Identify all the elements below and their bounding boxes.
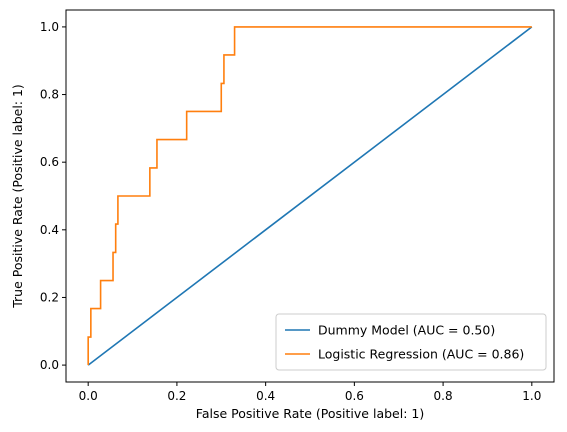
- x-tick-label: 0.8: [434, 389, 453, 403]
- x-tick-label: 0.6: [345, 389, 364, 403]
- series-layer: [87, 26, 533, 366]
- y-tick-label: 0.0: [40, 358, 59, 372]
- y-tick-label: 1.0: [40, 20, 59, 34]
- plot-frame: [65, 9, 555, 383]
- y-tick-label: 0.4: [40, 223, 59, 237]
- legend-label-logreg: Logistic Regression (AUC = 0.86): [318, 347, 524, 362]
- series-line-dummy-model: [87, 26, 533, 366]
- y-tick-label: 0.6: [40, 155, 59, 169]
- y-axis-label: True Positive Rate (Positive label: 1): [10, 84, 25, 309]
- series-line-logistic-regression: [87, 26, 532, 366]
- y-tick-label: 0.2: [40, 290, 59, 304]
- legend-box: [275, 313, 547, 371]
- y-axis-ticks: 0.0 0.2 0.4 0.6 0.8 1.0: [40, 20, 66, 372]
- x-axis-label: False Positive Rate (Positive label: 1): [196, 406, 424, 421]
- legend: Dummy Model (AUC = 0.50) Logistic Regres…: [275, 313, 547, 371]
- y-tick-label: 0.8: [40, 88, 59, 102]
- x-tick-label: 0.4: [256, 389, 275, 403]
- x-tick-label: 0.0: [79, 389, 98, 403]
- x-tick-label: 0.2: [167, 389, 186, 403]
- legend-label-dummy: Dummy Model (AUC = 0.50): [318, 323, 495, 338]
- x-axis-ticks: 0.0 0.2 0.4 0.6 0.8 1.0: [79, 382, 541, 403]
- x-tick-label: 1.0: [522, 389, 541, 403]
